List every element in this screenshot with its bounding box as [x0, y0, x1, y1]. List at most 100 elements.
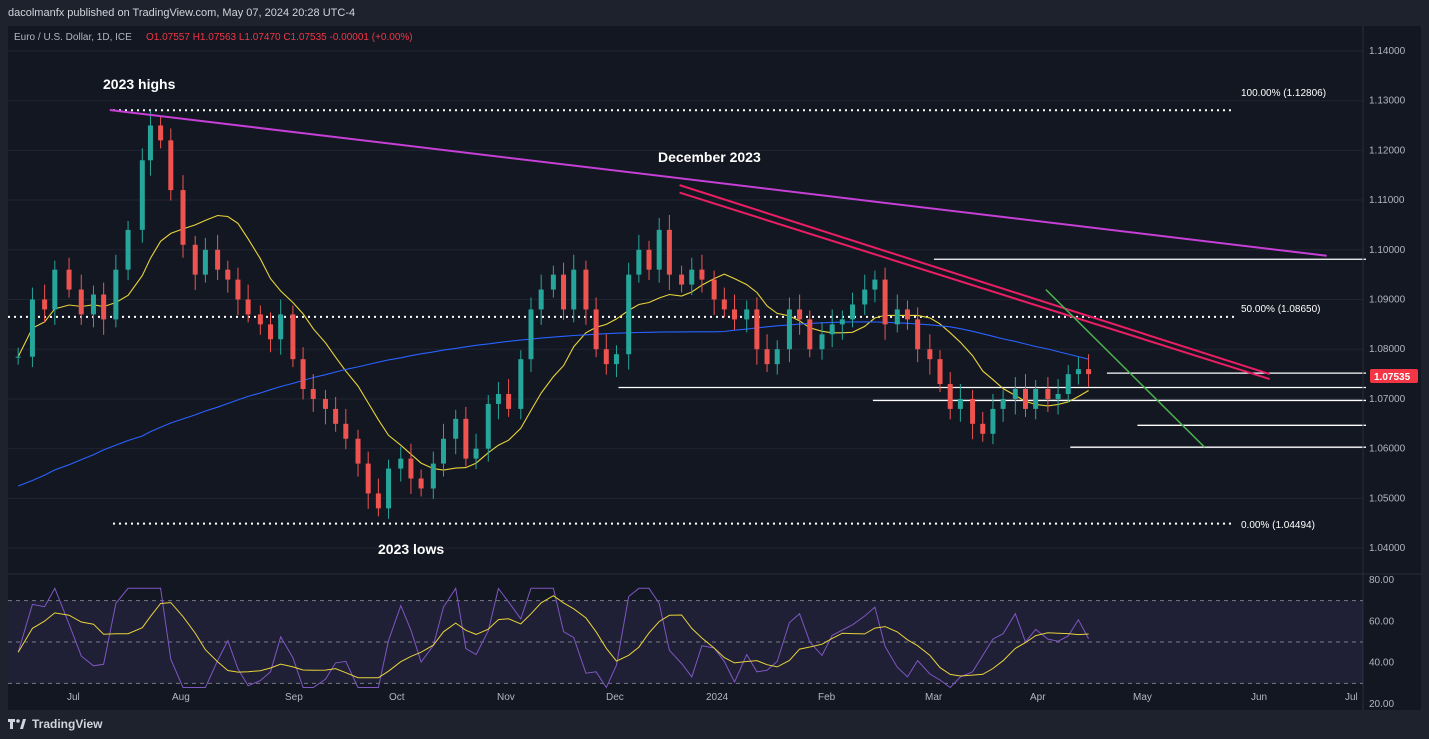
- support-resistance-lines: [618, 258, 1366, 448]
- candle-body: [947, 384, 953, 409]
- candle-body: [1033, 389, 1039, 409]
- time-tick-label: Nov: [497, 692, 515, 703]
- fib-label-50: 50.00% (1.08650): [1241, 304, 1321, 315]
- price-tick-label: 1.12000: [1369, 145, 1406, 156]
- time-tick-label: 2024: [706, 692, 729, 703]
- annotation-2023-highs: 2023 highs: [103, 76, 176, 92]
- candle-body: [168, 140, 174, 191]
- candle-body: [904, 309, 910, 320]
- candle-body: [829, 324, 835, 335]
- fib-label-100: 100.00% (1.12806): [1241, 88, 1326, 99]
- price-tick-label: 1.04000: [1369, 543, 1406, 554]
- time-tick-label: Jul: [1345, 692, 1358, 703]
- candle-body: [990, 408, 996, 434]
- candle-body: [257, 314, 263, 325]
- candle-body: [699, 269, 705, 280]
- candle-body: [626, 274, 632, 355]
- candle-body: [202, 249, 208, 275]
- candle-body: [970, 398, 976, 424]
- candle-body: [561, 274, 567, 310]
- candle-body: [440, 438, 446, 464]
- price-tick-label: 1.10000: [1369, 245, 1406, 256]
- time-tick-label: Apr: [1030, 692, 1046, 703]
- candle-body: [862, 289, 868, 305]
- candle-body: [1075, 369, 1081, 375]
- time-axis[interactable]: Jul Aug Sep Oct Nov Dec 2024 Feb Mar Apr May Jun Jul: [67, 692, 1358, 703]
- rsi-line: [17, 586, 1090, 689]
- candle-body: [1045, 389, 1051, 399]
- candles: [15, 110, 1092, 519]
- time-tick-label: May: [1133, 692, 1152, 703]
- moving-averages: [17, 214, 1089, 487]
- candle-body: [333, 408, 339, 424]
- candle-body: [593, 309, 599, 350]
- candle-body: [278, 314, 284, 340]
- candle-body: [300, 359, 306, 390]
- candle-body: [937, 359, 943, 385]
- candle-body: [268, 324, 274, 340]
- candle-body: [506, 393, 512, 409]
- candle-body: [679, 274, 685, 285]
- candle-body: [711, 279, 717, 300]
- candle-body: [147, 125, 153, 161]
- fibonacci-levels: [8, 109, 1234, 525]
- time-tick-label: Oct: [389, 692, 405, 703]
- price-tick-label: 1.05000: [1369, 493, 1406, 504]
- candle-body: [430, 463, 436, 489]
- time-tick-label: Sep: [285, 692, 303, 703]
- candle-body: [754, 309, 760, 350]
- rsi-tick-label: 40.00: [1369, 658, 1394, 669]
- candle-body: [571, 269, 577, 310]
- rsi-tick-label: 60.00: [1369, 616, 1394, 627]
- candle-body: [52, 269, 58, 310]
- candle-body: [666, 229, 672, 275]
- candle-body: [731, 309, 737, 320]
- current-price-tag: [1370, 369, 1418, 383]
- candle-body: [915, 319, 921, 350]
- time-tick-label: Feb: [818, 692, 836, 703]
- candle-body: [786, 309, 792, 350]
- candle-body: [192, 244, 198, 275]
- candle-body: [245, 299, 251, 315]
- chart-panel[interactable]: 1.14000 1.13000 1.12000 1.11000 1.10000 1.090…: [8, 26, 1421, 710]
- candle-body: [343, 423, 349, 439]
- price-chart[interactable]: 1.14000 1.13000 1.12000 1.11000 1.10000 1.090…: [8, 26, 1421, 710]
- candle-body: [980, 423, 986, 434]
- candle-body: [375, 493, 381, 509]
- candle-body: [78, 289, 84, 315]
- candle-body: [418, 478, 424, 489]
- candle-body: [463, 418, 469, 459]
- annotation-2023-lows: 2023 lows: [378, 541, 444, 557]
- candle-body: [365, 463, 371, 494]
- candle-body: [398, 458, 404, 469]
- candle-body: [113, 269, 119, 320]
- candle-body: [819, 334, 825, 350]
- candle-body: [1086, 369, 1092, 375]
- candle-body: [139, 160, 145, 230]
- price-tick-label: 1.09000: [1369, 295, 1406, 306]
- candle-body: [355, 438, 361, 464]
- candle-body: [603, 349, 609, 365]
- footer: TradingView: [8, 714, 102, 734]
- candle-body: [764, 349, 770, 365]
- trendlines: [109, 109, 1327, 448]
- candle-body: [636, 249, 642, 275]
- publisher-line: dacolmanfx published on TradingView.com,…: [8, 7, 356, 19]
- price-tick-label: 1.13000: [1369, 96, 1406, 107]
- candle-body: [528, 309, 534, 360]
- candle-body: [310, 389, 316, 399]
- candle-body: [322, 398, 328, 409]
- candle-body: [550, 274, 556, 290]
- candle-body: [894, 309, 900, 325]
- candle-body: [15, 356, 21, 358]
- price-tick-label: 1.11000: [1369, 195, 1405, 206]
- candle-body: [927, 349, 933, 360]
- price-axis[interactable]: 1.14000 1.13000 1.12000 1.11000 1.10000 1.090…: [1362, 26, 1406, 710]
- candle-body: [180, 190, 186, 245]
- candle-body: [1000, 398, 1006, 409]
- candle-body: [90, 294, 96, 315]
- long-term-trendline: [109, 109, 1327, 257]
- candle-body: [538, 289, 544, 310]
- tradingview-logo-icon: [8, 719, 26, 729]
- candle-body: [518, 359, 524, 409]
